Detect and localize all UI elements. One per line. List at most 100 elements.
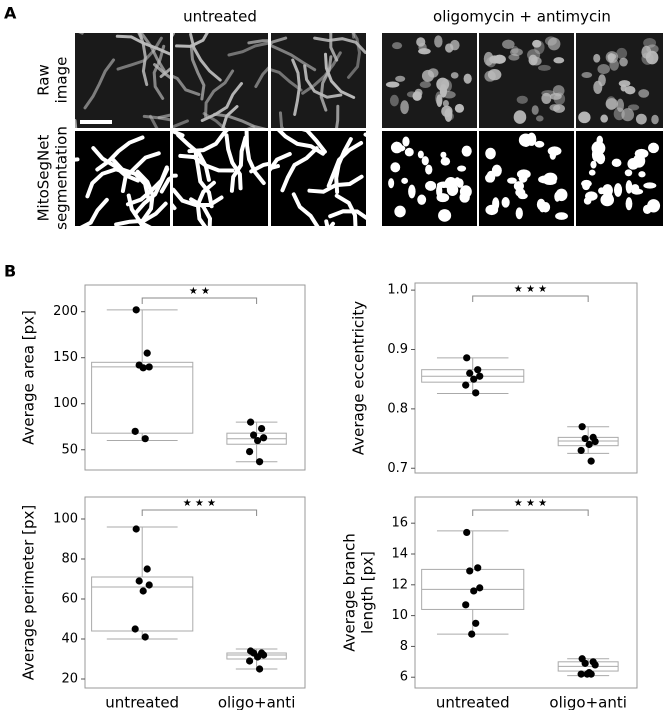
data-point: [468, 630, 476, 638]
mito: [435, 91, 443, 105]
mito: [516, 95, 528, 104]
mito: [616, 98, 624, 112]
y-tick-label: 60: [61, 592, 78, 607]
data-point: [591, 661, 599, 669]
mito: [271, 68, 303, 92]
mito: [116, 36, 163, 71]
plot-frame: [414, 496, 638, 689]
mito: [526, 132, 537, 146]
mito: [513, 110, 527, 124]
mito: [647, 199, 661, 213]
mito: [400, 100, 409, 115]
mito: [120, 151, 161, 193]
mito: [425, 180, 437, 191]
mito: [537, 64, 551, 71]
y-tick-label: 50: [61, 442, 78, 457]
y-tick-label: 0.8: [387, 401, 408, 416]
mito: [277, 131, 325, 156]
mito: [491, 164, 502, 177]
data-point: [256, 665, 264, 673]
data-point: [587, 457, 595, 465]
mito: [335, 104, 340, 128]
mito: [303, 64, 343, 99]
mito: [419, 81, 432, 88]
mito: [271, 43, 317, 72]
mito: [600, 193, 615, 207]
mito: [616, 47, 628, 59]
mito: [442, 100, 449, 107]
mito: [291, 192, 320, 226]
mito: [390, 162, 401, 173]
mito: [406, 91, 417, 98]
mito: [532, 39, 542, 48]
mito: [271, 36, 288, 46]
data-point: [141, 435, 149, 443]
mito: [593, 80, 603, 94]
y-tick-label: 100: [53, 396, 78, 411]
structures: [271, 33, 366, 128]
mito: [591, 141, 606, 156]
x-tick-label: oligo+anti: [218, 694, 296, 710]
mito: [395, 75, 406, 82]
structures: [173, 131, 268, 226]
mito: [535, 115, 544, 122]
mito: [421, 69, 435, 82]
row-label: image: [53, 57, 71, 104]
mito: [334, 193, 358, 226]
significance-bracket: [472, 509, 589, 516]
data-point: [143, 349, 151, 357]
row-label: segmentation: [53, 126, 71, 230]
mito: [502, 39, 515, 49]
mito: [173, 131, 185, 138]
mito: [249, 161, 268, 174]
data-point: [132, 306, 140, 314]
data-point: [581, 659, 589, 667]
data-point: [135, 577, 143, 585]
mito: [613, 183, 623, 197]
mito: [485, 147, 496, 160]
mito: [438, 209, 452, 222]
data-point: [246, 447, 254, 456]
mito: [388, 178, 395, 189]
mito: [450, 72, 459, 79]
data-point: [577, 670, 585, 678]
mito: [148, 114, 159, 128]
mito: [301, 131, 327, 154]
data-point: [258, 424, 266, 433]
mito: [492, 197, 500, 211]
data-point: [583, 670, 591, 678]
mito: [597, 64, 610, 75]
mito: [334, 137, 353, 194]
mito: [417, 150, 424, 159]
mito: [624, 169, 633, 177]
data-point: [132, 525, 140, 533]
mito: [634, 148, 649, 159]
row-label: MitoSegNet: [35, 135, 53, 222]
data-point: [260, 651, 268, 659]
mito: [278, 111, 285, 128]
data-point: [476, 584, 484, 592]
data-point: [139, 587, 147, 595]
y-tick-label: 12: [391, 577, 408, 592]
mito: [95, 135, 145, 172]
mito: [404, 147, 414, 157]
y-tick-label: 10: [391, 608, 408, 623]
mito: [450, 39, 460, 51]
mito: [224, 133, 243, 191]
data-point: [247, 418, 255, 426]
panel-label: B: [4, 262, 16, 281]
mito: [602, 184, 613, 197]
plot-frame: [84, 284, 306, 471]
data-point: [256, 458, 264, 466]
mito: [624, 86, 636, 95]
mito: [583, 197, 592, 205]
mito: [212, 112, 267, 128]
mito: [137, 220, 152, 226]
mito: [417, 194, 427, 205]
mito: [598, 187, 605, 195]
mito: [527, 49, 541, 61]
mito: [618, 80, 631, 87]
mito: [159, 67, 170, 78]
mito: [600, 114, 609, 123]
data-point: [591, 437, 599, 446]
